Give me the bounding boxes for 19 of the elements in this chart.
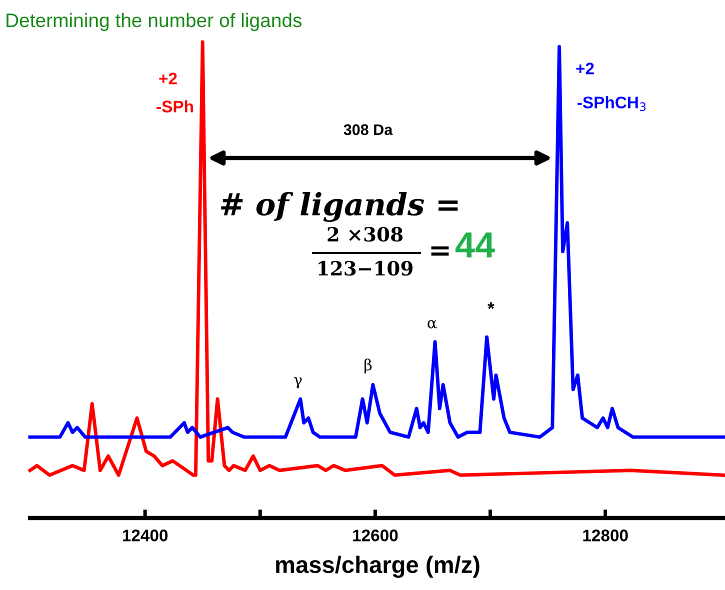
annotation: 2 ×308 xyxy=(328,226,403,242)
annotation: 308 Da xyxy=(344,124,393,136)
chart-title: Determining the number of ligands xyxy=(6,12,302,32)
annotation: # of ligands = xyxy=(221,192,458,222)
annotation: β xyxy=(364,358,372,374)
annotation: = xyxy=(431,246,449,256)
annotation: +2 xyxy=(159,72,177,84)
annotation: γ xyxy=(294,377,302,388)
x-axis-title: mass/charge (m/z) xyxy=(276,556,480,578)
x-tick-label: 12600 xyxy=(353,530,398,542)
annotation: -SPh xyxy=(156,100,193,112)
annotation: +2 xyxy=(576,62,594,74)
x-tick-label: 12400 xyxy=(122,530,168,542)
annotation: α xyxy=(428,320,437,328)
annotation: -SPhCH$_{3}$ xyxy=(578,96,646,112)
annotation: * xyxy=(488,302,494,309)
annotation: 44 xyxy=(455,232,495,258)
annotation: 123−109 xyxy=(318,260,413,276)
x-tick-label: 12800 xyxy=(583,530,628,542)
